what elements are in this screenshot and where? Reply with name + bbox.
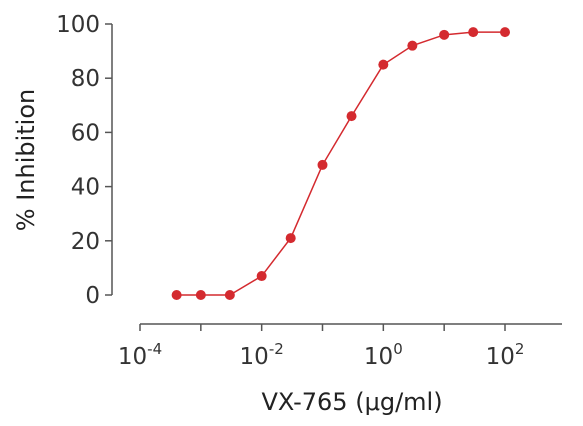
x-tick-exponent: 2 bbox=[515, 340, 525, 358]
x-tick-exponent: -4 bbox=[147, 340, 162, 358]
series-line bbox=[176, 31, 505, 296]
data-point bbox=[407, 40, 418, 51]
y-tick-label: 20 bbox=[71, 229, 100, 255]
data-point bbox=[317, 159, 328, 170]
data-point bbox=[500, 27, 510, 38]
x-tick-label: 10-2 bbox=[240, 340, 284, 370]
data-point bbox=[439, 29, 450, 40]
y-tick-label: 80 bbox=[71, 66, 100, 92]
data-point bbox=[468, 27, 479, 38]
x-axis: 10-4 10-2 100 102 bbox=[118, 323, 562, 370]
y-tick-label: 100 bbox=[56, 12, 100, 38]
series-layer bbox=[171, 27, 510, 300]
y-axis: 0 20 40 60 80 100 bbox=[56, 12, 113, 309]
y-tick-label: 60 bbox=[71, 120, 100, 146]
y-tick-label: 40 bbox=[71, 175, 100, 201]
data-point bbox=[224, 290, 235, 300]
x-tick-base: 10 bbox=[364, 344, 393, 370]
x-axis-title: VX-765 (μg/ml) bbox=[261, 388, 442, 416]
data-point bbox=[378, 59, 389, 70]
y-tick-label: 0 bbox=[85, 283, 100, 309]
data-point bbox=[195, 290, 206, 300]
data-point bbox=[346, 111, 357, 122]
x-tick-base: 10 bbox=[118, 344, 147, 370]
data-point bbox=[171, 290, 182, 300]
y-axis-title: % Inhibition bbox=[12, 89, 40, 231]
x-tick-base: 10 bbox=[486, 344, 515, 370]
x-tick-label: 10-4 bbox=[118, 340, 162, 370]
x-tick-label: 102 bbox=[486, 340, 525, 370]
x-tick-exponent: 0 bbox=[393, 340, 403, 358]
data-point bbox=[256, 271, 267, 282]
x-tick-exponent: -2 bbox=[269, 340, 284, 358]
x-tick-label: 100 bbox=[364, 340, 403, 370]
data-point bbox=[285, 233, 296, 244]
x-tick-base: 10 bbox=[240, 344, 269, 370]
